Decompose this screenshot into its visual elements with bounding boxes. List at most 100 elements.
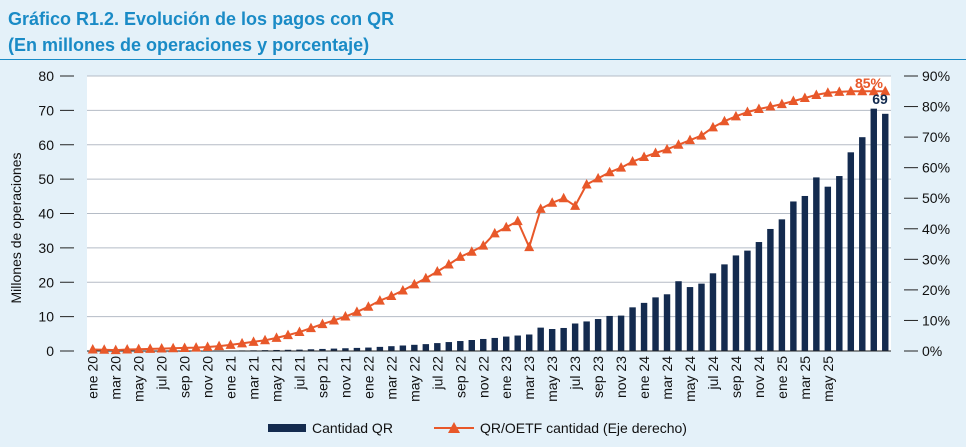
line-marker — [501, 221, 512, 232]
line-annotation: 85% — [855, 75, 884, 91]
line-marker — [616, 162, 627, 172]
bar-cantidad-qr — [663, 294, 671, 351]
bar-cantidad-qr — [790, 201, 797, 351]
line-marker — [363, 301, 374, 311]
bar-cantidad-qr — [457, 341, 464, 351]
bar-cantidad-qr — [583, 321, 590, 351]
bar-cantidad-qr — [434, 343, 441, 351]
bar-cantidad-qr — [319, 348, 326, 351]
line-marker — [466, 246, 477, 256]
bar-cantidad-qr — [296, 349, 303, 351]
line-marker — [707, 121, 718, 132]
y-tick-label: 70 — [38, 102, 54, 118]
line-marker — [799, 92, 810, 102]
bar-cantidad-qr — [755, 242, 763, 351]
x-tick-label: may 21 — [269, 356, 285, 402]
y-tick-label: 10 — [38, 309, 54, 325]
bar-cantidad-qr — [629, 307, 636, 351]
line-marker — [305, 322, 316, 333]
line-marker — [696, 130, 707, 140]
line-marker — [145, 343, 156, 353]
x-tick-label: nov 24 — [751, 356, 767, 398]
line-marker — [283, 329, 293, 340]
x-tick-label: may 22 — [406, 356, 422, 402]
line-marker — [110, 344, 121, 355]
line-marker — [489, 227, 500, 238]
line-marker — [570, 200, 581, 210]
line-marker — [834, 86, 845, 96]
line-marker — [558, 192, 569, 203]
bar-cantidad-qr — [503, 336, 510, 351]
line-marker — [776, 98, 787, 109]
y2-tick-label: 70% — [922, 129, 950, 145]
bar-cantidad-qr — [836, 176, 843, 351]
x-tick-label: nov 20 — [200, 356, 216, 398]
bar-cantidad-qr — [652, 297, 659, 351]
x-tick-label: mar 20 — [108, 356, 124, 400]
x-tick-label: sep 22 — [452, 356, 468, 398]
y-tick-label: 60 — [38, 137, 54, 153]
x-tick-label: nov 23 — [613, 356, 629, 398]
line-marker — [168, 342, 179, 353]
x-tick-label: mar 23 — [521, 356, 537, 400]
y2-tick-label: 10% — [922, 312, 950, 328]
line-marker — [880, 85, 891, 96]
y2-tick-label: 80% — [922, 99, 950, 115]
x-tick-label: nov 22 — [475, 356, 491, 398]
bar-cantidad-qr — [388, 346, 395, 351]
x-tick-label: ene 25 — [774, 356, 790, 399]
y-tick-label: 40 — [38, 206, 54, 222]
bar-cantidad-qr — [445, 342, 453, 351]
y-tick-label: 0 — [46, 343, 54, 359]
y-axis-label: Millones de operaciones — [8, 153, 24, 304]
bar-cantidad-qr — [560, 327, 567, 351]
legend-line-label: QR/OETF cantidad (Eje derecho) — [480, 420, 687, 436]
x-tick-label: mar 25 — [797, 356, 813, 400]
bar-cantidad-qr — [284, 349, 292, 351]
line-marker — [581, 178, 592, 189]
bar-cantidad-qr — [721, 264, 728, 351]
line-marker — [237, 337, 248, 348]
title-divider — [0, 59, 966, 60]
x-tick-label: nov 21 — [337, 356, 353, 398]
y2-tick-label: 60% — [922, 160, 950, 176]
bar-cantidad-qr — [468, 340, 475, 351]
x-tick-label: ene 22 — [360, 356, 376, 399]
legend-item-bar: Cantidad QR — [268, 420, 393, 436]
x-tick-label: jul 23 — [567, 356, 583, 391]
line-marker — [87, 343, 98, 354]
line-marker — [420, 272, 431, 283]
line-marker — [374, 295, 385, 305]
line-marker — [317, 318, 328, 329]
x-tick-label: may 25 — [820, 356, 836, 402]
bar-cantidad-qr — [813, 177, 820, 351]
bar-cantidad-qr — [514, 335, 521, 351]
y2-tick-label: 20% — [922, 282, 950, 298]
x-tick-label: ene 23 — [498, 356, 514, 399]
line-marker — [512, 215, 523, 226]
y2-tick-label: 90% — [922, 68, 950, 84]
bar-cantidad-qr — [525, 334, 533, 351]
legend-line-swatch — [434, 422, 474, 433]
line-marker — [604, 166, 615, 177]
bar-annotation: 69 — [872, 91, 888, 107]
bar-cantidad-qr — [882, 113, 889, 351]
line-marker — [133, 343, 144, 354]
x-tick-label: mar 22 — [383, 356, 399, 400]
line-marker — [845, 85, 856, 96]
line-marker — [386, 290, 397, 300]
line-marker — [202, 341, 213, 352]
bar-cantidad-qr — [491, 337, 498, 351]
bar-cantidad-qr — [399, 345, 407, 351]
bar-cantidad-qr — [870, 108, 877, 351]
x-tick-label: ene 24 — [636, 356, 652, 399]
line-marker — [225, 339, 236, 349]
y2-tick-label: 0% — [922, 343, 942, 359]
bar-cantidad-qr — [824, 186, 832, 351]
line-qr-oetf — [92, 90, 886, 352]
line-marker — [593, 172, 604, 183]
x-tick-label: ene 20 — [85, 356, 101, 399]
line-marker — [328, 314, 339, 325]
y-tick-label: 30 — [38, 240, 54, 256]
legend: Cantidad QR QR/OETF cantidad (Eje derech… — [0, 420, 966, 440]
